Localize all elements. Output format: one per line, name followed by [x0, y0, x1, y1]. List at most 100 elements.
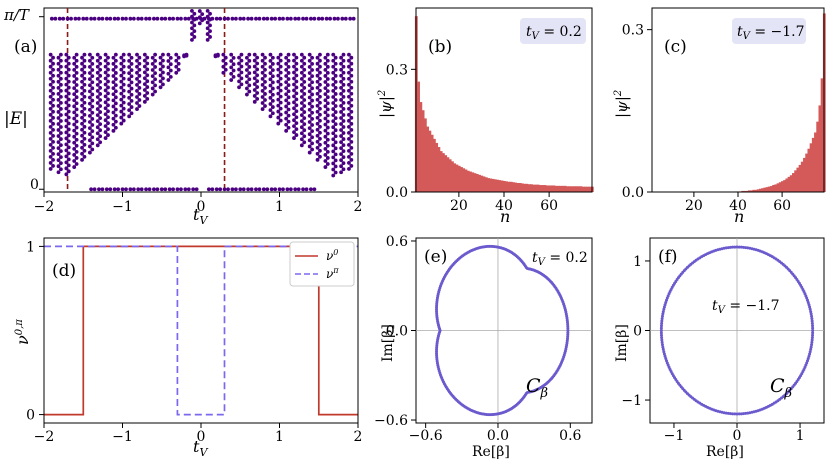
- bar: [814, 132, 817, 192]
- panel-c-annotation-box: [732, 18, 806, 44]
- panel-a-axes: −2 −1 0 1 2: [34, 16, 362, 215]
- gbz-point: [808, 307, 812, 311]
- spectrum-point: [119, 103, 124, 108]
- bar: [557, 185, 560, 192]
- spectrum-point: [237, 67, 241, 72]
- gbz-point: [662, 305, 666, 309]
- zero-mode-point: [152, 187, 156, 192]
- spectrum-point: [323, 86, 328, 90]
- zero-mode-point: [120, 187, 125, 192]
- legend-nupi-label: νπ: [326, 266, 339, 281]
- panel-b-annotation-box: [520, 18, 586, 44]
- pi-mode-point: [296, 16, 301, 21]
- gbz-point: [660, 340, 664, 344]
- spectrum-point: [331, 125, 336, 130]
- bar: [579, 186, 583, 192]
- bar: [568, 186, 572, 192]
- spectrum-point: [278, 82, 283, 87]
- pi-mode-point: [116, 16, 121, 21]
- spectrum-point: [310, 74, 314, 78]
- bar: [430, 134, 434, 192]
- gbz-point: [810, 321, 814, 325]
- bar: [754, 189, 758, 192]
- spectrum-point: [339, 67, 343, 72]
- bar: [435, 142, 439, 192]
- spectrum-point: [323, 104, 328, 109]
- spectrum-point: [278, 106, 283, 111]
- spectrum-point: [56, 79, 61, 84]
- spectrum-point: [221, 58, 226, 63]
- panel-c-xlabel: n: [734, 207, 744, 226]
- spectrum-point: [333, 79, 338, 84]
- spectrum-point: [292, 64, 296, 69]
- bar: [809, 143, 813, 192]
- spectrum-point: [48, 70, 53, 75]
- spectrum-point: [74, 52, 79, 57]
- spectrum-point: [72, 128, 77, 133]
- spectrum-point: [48, 112, 53, 117]
- spectrum-point: [48, 88, 53, 93]
- spectrum-point: [98, 128, 103, 133]
- spectrum-point: [292, 136, 296, 140]
- x-tick-label: 1: [275, 429, 284, 445]
- bar: [586, 186, 590, 192]
- spectrum-point: [247, 52, 252, 57]
- spectrum-point: [150, 55, 155, 60]
- spectrum-point: [111, 74, 116, 78]
- x-tick-label: 60: [773, 198, 791, 214]
- spectrum-point: [95, 58, 100, 63]
- spectrum-point: [284, 110, 289, 115]
- spectrum-point: [349, 79, 354, 84]
- spectrum-point: [129, 105, 134, 109]
- spectrum-point: [59, 119, 63, 123]
- spectrum-point: [121, 82, 126, 87]
- spectrum-point: [347, 70, 351, 75]
- panel-a-ytick-top: π/T: [3, 6, 30, 24]
- spectrum-point: [72, 159, 77, 163]
- gbz-point: [810, 314, 814, 318]
- bar: [439, 151, 443, 192]
- spectrum-point: [184, 52, 189, 57]
- spectrum-point: [231, 68, 236, 73]
- spectrum-point: [119, 85, 124, 90]
- spectrum-point: [347, 118, 351, 123]
- spectrum-point: [286, 125, 291, 130]
- spectrum-point: [323, 55, 328, 60]
- spectrum-point: [192, 23, 197, 28]
- spectrum-point: [158, 79, 163, 84]
- pi-mode-point: [320, 16, 325, 21]
- spectrum-point: [137, 55, 142, 60]
- spectrum-point: [299, 70, 304, 75]
- gbz-point: [566, 331, 570, 335]
- pi-mode-point: [112, 16, 117, 21]
- spectrum-point: [299, 64, 304, 69]
- pi-mode-point: [57, 16, 62, 21]
- spectrum-point: [284, 92, 289, 97]
- pi-mode-point: [171, 16, 176, 21]
- spectrum-point: [302, 140, 307, 145]
- spectrum-point: [245, 80, 249, 85]
- spectrum-point: [161, 70, 165, 75]
- spectrum-point: [190, 20, 194, 25]
- spectrum-point: [80, 109, 84, 114]
- gbz-point: [664, 300, 668, 304]
- pi-mode-point: [53, 16, 58, 21]
- spectrum-point: [64, 148, 69, 153]
- spectrum-point: [299, 76, 304, 81]
- spectrum-point: [339, 61, 343, 66]
- spectrum-point: [276, 73, 281, 78]
- gbz-point: [810, 317, 814, 321]
- spectrum-point: [113, 125, 118, 130]
- pi-mode-point: [92, 16, 97, 21]
- bar: [511, 182, 515, 192]
- bar: [798, 164, 802, 192]
- spectrum-point: [299, 95, 304, 99]
- spectrum-point: [284, 116, 289, 121]
- bar: [750, 190, 753, 192]
- spectrum-point: [302, 73, 307, 78]
- pi-mode-point: [61, 16, 66, 21]
- spectrum-point: [223, 61, 228, 66]
- spectrum-point: [72, 116, 77, 121]
- panel-c-annotation: tV = −1.7: [737, 24, 805, 42]
- spectrum-point: [113, 77, 118, 81]
